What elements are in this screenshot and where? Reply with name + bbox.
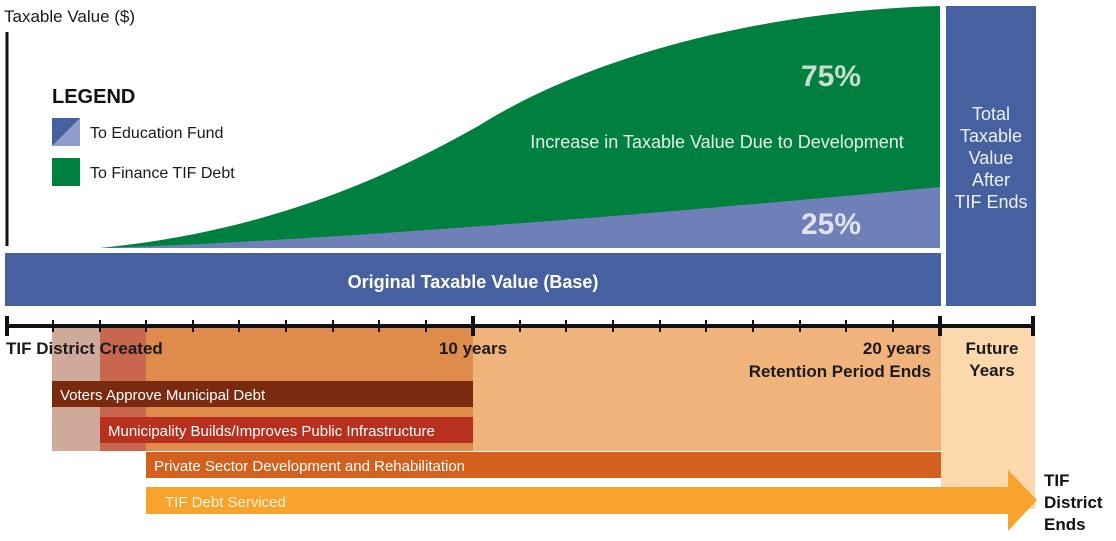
timeline-future-label: Future xyxy=(966,339,1019,358)
bar-voters-approve-label: Voters Approve Municipal Debt xyxy=(60,387,266,404)
legend-swatch-education xyxy=(52,118,80,146)
education-share-label: 25% xyxy=(801,208,861,241)
phase-band-future xyxy=(941,326,1035,509)
after-tif-line-2: Taxable xyxy=(960,126,1022,146)
tif-ends-line-1: TIF xyxy=(1044,471,1070,490)
education-fund-area xyxy=(100,187,940,248)
base-value-label: Original Taxable Value (Base) xyxy=(348,272,599,292)
after-tif-block xyxy=(946,6,1036,306)
after-tif-line-4: After xyxy=(972,170,1010,190)
bar-private-development xyxy=(146,452,941,478)
timeline-future-years-label: Years xyxy=(969,361,1014,380)
timeline-end-label: 20 years xyxy=(863,339,931,358)
debt-financing-area xyxy=(100,6,940,248)
legend-title: LEGEND xyxy=(52,86,135,108)
timeline-ticks xyxy=(5,316,1035,336)
phase-band-second-decade xyxy=(473,326,941,451)
legend-label-debt: To Finance TIF Debt xyxy=(90,165,235,182)
increase-label: Increase in Taxable Value Due to Develop… xyxy=(530,132,904,152)
after-tif-line-3: Value xyxy=(969,148,1014,168)
after-tif-line-5: TIF Ends xyxy=(954,192,1027,212)
after-tif-line-1: Total xyxy=(972,104,1010,124)
bar-private-development-label: Private Sector Development and Rehabilit… xyxy=(154,458,465,475)
bar-infrastructure xyxy=(100,417,473,443)
bar-debt-serviced-label: TIF Debt Serviced xyxy=(165,494,286,511)
timeline-retention-label: Retention Period Ends xyxy=(749,362,931,381)
bar-infrastructure-label: Municipality Builds/Improves Public Infr… xyxy=(108,423,435,440)
timeline-mid-label: 10 years xyxy=(439,339,507,358)
bar-voters-approve xyxy=(52,381,473,407)
y-axis-label: Taxable Value ($) xyxy=(4,7,135,26)
legend-label-education: To Education Fund xyxy=(90,125,223,142)
tif-ends-line-3: Ends xyxy=(1044,515,1086,534)
base-value-bar xyxy=(5,253,941,306)
debt-share-label: 75% xyxy=(801,60,861,93)
legend-swatch-debt xyxy=(52,158,80,186)
bar-debt-serviced-arrow xyxy=(146,470,1037,531)
timeline-created-label: TIF District Created xyxy=(6,339,163,358)
tif-ends-line-2: District xyxy=(1044,493,1103,512)
